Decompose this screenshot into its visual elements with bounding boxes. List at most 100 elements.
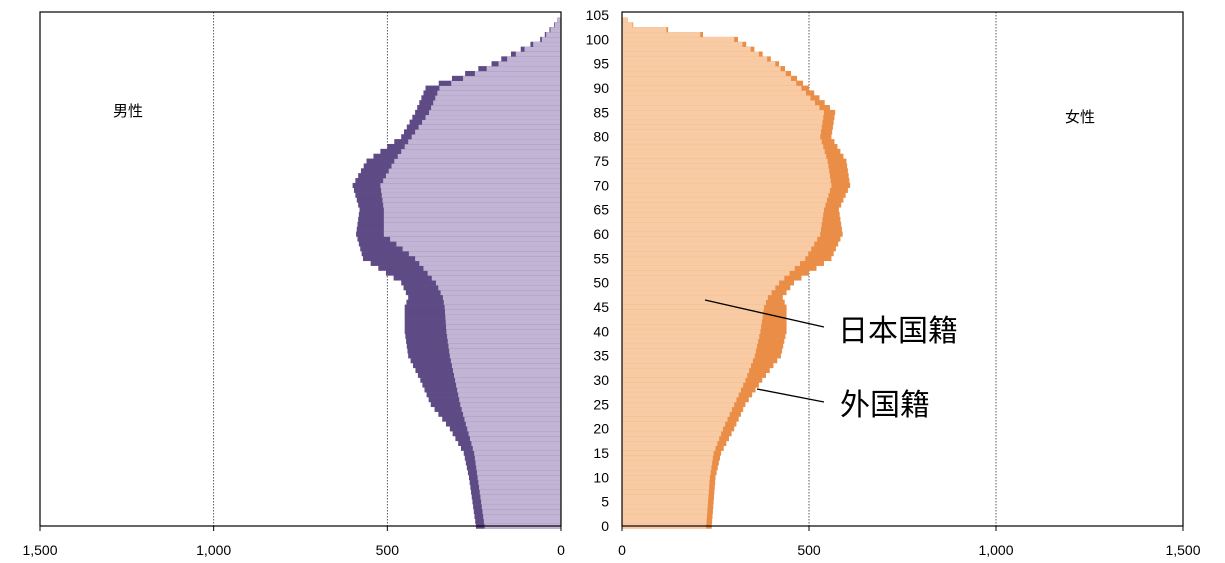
female-japanese-bar [622,153,827,159]
female-japanese-bar [622,280,780,286]
male-japanese-bar [422,119,561,125]
male-japanese-bar [447,338,561,344]
male-japanese-bar [437,90,561,96]
male-japanese-bar [444,309,561,315]
female-japanese-bar [622,314,763,320]
female-japanese-bar [622,362,752,369]
female-japanese-bar [622,260,801,266]
female-x-tick-label: 1,000 [978,542,1013,558]
female-japanese-bar [622,348,756,354]
female-japanese-bar [622,95,811,101]
female-japanese-bar [622,299,766,305]
female-japanese-bar [622,61,776,67]
female-japanese-bar [622,421,726,427]
male-japanese-bar [483,518,561,524]
female-japanese-bar [622,338,759,344]
age-tick-label: 80 [593,129,609,145]
age-tick-label: 20 [593,421,609,437]
female-japanese-bar [622,484,710,490]
female-japanese-bar [622,440,718,446]
female-japanese-bar [622,148,825,154]
male-japanese-bar [486,66,561,72]
female-japanese-bar [622,114,824,120]
tick-labels: 1,500 1,000 500 0 0 500 1,000 1,500051015202530… [22,7,1200,558]
female-japanese-bar [622,455,713,461]
male-japanese-bar [479,484,561,490]
female-japanese-bar [622,75,792,81]
female-japanese-bar [622,431,722,437]
female-japanese-bar [622,236,818,242]
female-japanese-bar [622,17,628,23]
male-japanese-bar [391,163,561,169]
male-japanese-bar [415,255,561,262]
foreign-annotation-leader [756,388,825,403]
female-japanese-bar [622,158,828,164]
female-japanese-bar [622,207,824,213]
female-japanese-bar [622,221,822,227]
male-japanese-bar [477,474,561,481]
female-japanese-bar [622,192,829,198]
male-japanese-bar [533,41,561,47]
male-japanese-bar [454,372,561,378]
male-japanese-bar [445,319,561,325]
female-japanese-bar [622,450,714,456]
male-japanese-bar [472,445,561,451]
japanese-annotation-leader [704,299,825,328]
female-japanese-bar [622,499,709,505]
male-japanese-bar [480,494,561,500]
foreign-annotation-label: 外国籍 [840,388,930,423]
female-japanese-bar [622,411,730,417]
male-japanese-bar [383,231,561,237]
female-japanese-bar [622,416,728,422]
male-japanese-bar [438,285,561,291]
female-x-tick-label: 500 [797,542,821,558]
male-japanese-bar [464,416,561,422]
female-japanese-bar [622,139,822,145]
female-japanese-bar [622,41,743,47]
male-japanese-bar [451,80,561,86]
female-japanese-bar [622,304,765,310]
female-japanese-bar [622,494,709,500]
age-tick-label: 5 [601,494,609,510]
male-japanese-bar [444,304,561,310]
male-japanese-bar [451,362,561,369]
male-japanese-bar [388,168,561,174]
female-x-tick-label: 0 [618,542,626,558]
female-japanese-bar [622,445,716,451]
male-japanese-bar [380,182,561,189]
female-japanese-bar [622,173,830,179]
male-japanese-bar [461,406,561,412]
male-japanese-bar [457,387,561,393]
female-japanese-bar [622,382,744,388]
male-panel-label: 男性 [113,102,143,120]
male-japanese-bar [385,173,561,179]
male-japanese-bar [383,221,561,227]
male-japanese-bar [507,56,561,62]
male-japanese-bar [408,251,561,257]
age-tick-label: 70 [593,177,609,193]
female-japanese-bar [622,309,764,315]
female-japanese-bar [622,134,821,140]
male-japanese-bar [479,489,561,495]
female-japanese-bar [622,27,667,33]
female-japanese-bar [622,460,713,466]
male-japanese-bar [467,426,561,432]
male-japanese-bar [459,397,561,403]
male-japanese-bar [447,333,561,339]
female-japanese-bar [622,80,797,86]
male-japanese-bar [458,392,561,398]
male-japanese-bar [383,202,561,208]
male-japanese-bar [439,85,561,91]
male-japanese-bar [524,46,561,52]
male-x-tick-label: 500 [376,542,400,558]
female-japanese-bar [622,109,824,116]
male-japanese-bar [554,22,561,28]
female-japanese-bar [622,294,768,300]
female-panel-label: 女性 [1065,108,1095,126]
male-japanese-bar [431,105,561,111]
male-x-tick-label: 1,000 [196,542,231,558]
male-japanese-bar [476,465,561,471]
male-japanese-bar [383,226,561,232]
male-plot-frame [39,11,562,527]
